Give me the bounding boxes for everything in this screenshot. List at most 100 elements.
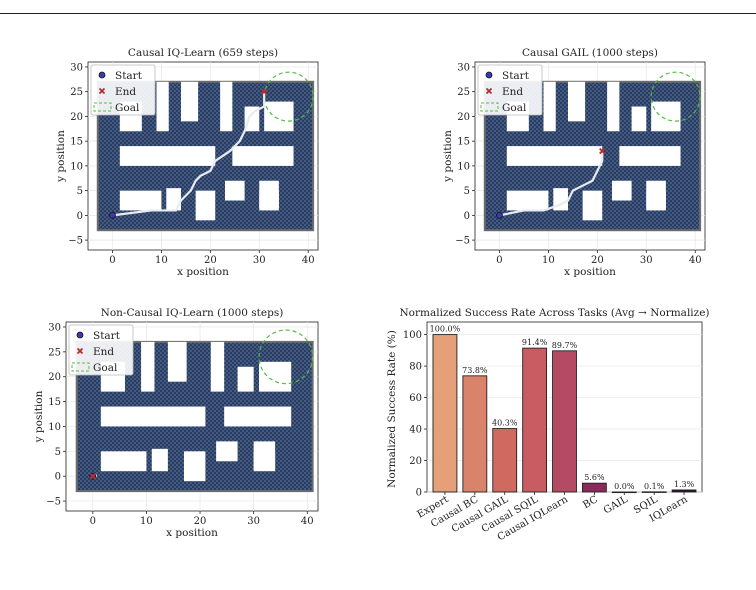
legend-goal-marker [480,102,499,112]
y-tick-label: 0 [55,472,61,483]
bar-value-label: 0.1% [644,482,665,491]
maze-corridor [506,146,603,166]
y-tick-label: 15 [457,137,470,148]
maze-corridor [631,106,647,132]
y-tick-label: 10 [70,161,83,172]
x-tick-label: GAIL [602,494,630,517]
maze-corridor [183,451,206,482]
bar-value-label: 89.7% [552,341,578,350]
x-tick-label: 0 [496,255,502,266]
legend-start-marker [98,71,106,79]
legend-goal-marker [71,362,90,372]
legend-end-marker [98,87,106,95]
maze-corridor [167,341,187,382]
y-tick-label: 20 [409,456,422,467]
y-tick-label: 0 [416,488,422,499]
x-tick-label: 20 [194,516,207,527]
y-tick-label: 5 [464,186,470,197]
y-axis-label: y position [442,130,454,183]
maze-corridor [259,180,279,208]
x-axis-label: x position [177,266,229,278]
legend-end-label: End [93,346,114,358]
y-tick-label: 15 [70,137,83,148]
bar-value-label: 1.3% [674,480,695,489]
legend-goal-marker [93,102,112,112]
maze-corridor [119,146,216,166]
maze-corridor [253,441,276,469]
bar-value-label: 73.8% [462,366,488,375]
legend-goal-label: Goal [502,102,527,114]
bar [522,347,548,493]
bar [581,482,607,493]
y-tick-label: 0 [464,211,470,222]
start-marker [109,211,116,219]
bar [432,334,458,493]
y-tick-label: 25 [48,347,61,358]
bar-value-label: 91.4% [522,338,548,347]
legend-start-label: Start [502,70,530,82]
end-marker [261,88,268,95]
legend-start-marker [485,71,493,79]
y-tick-label: 10 [48,422,61,433]
x-tick-label: 30 [253,255,266,266]
maze-corridor [100,451,147,472]
y-tick-label: −5 [455,236,470,247]
maze-corridor [264,101,294,132]
y-tick-label: 100 [403,330,422,341]
chart-title: Normalized Success Rate Across Tasks (Av… [399,307,709,319]
x-tick-label: 30 [247,516,260,527]
y-tick-label: 25 [70,87,83,98]
maze-corridor [607,81,620,132]
y-tick-label: −5 [68,236,83,247]
x-tick-label: 30 [640,255,653,266]
y-tick-label: 30 [457,62,470,73]
maze-corridor [582,190,603,221]
bar [552,350,577,493]
y-tick-label: 20 [457,112,470,123]
maze-corridor [506,190,549,211]
page-top-rule [0,13,756,14]
maze-panel-causal-iqlearn: 0 10 20 30 40 −5 0 5 10 15 20 25 30 Causal IQ-Learn (… [55,47,319,278]
x-tick-label: 10 [542,255,555,266]
trajectory-line [499,151,604,217]
maze-corridor [220,81,233,132]
y-tick-label: 20 [48,372,61,383]
maze-corridor [567,81,586,122]
legend-start-marker [76,331,84,339]
maze-corridor [646,180,666,208]
bar [671,489,697,493]
bar-value-label: 100.0% [430,325,461,334]
goal-circle [650,71,701,122]
legend-end-marker [76,347,84,355]
maze-corridor [166,188,181,211]
panel-title: Non-Causal IQ-Learn (1000 steps) [101,307,284,319]
bar [462,375,488,493]
maze-corridor [259,361,292,392]
y-tick-label: 30 [48,322,61,333]
maze-corridor [216,441,238,462]
end-marker [599,147,606,155]
y-tick-label: 5 [55,447,61,458]
y-axis-label: Normalized Success Rate (%) [386,330,398,488]
y-tick-label: −5 [46,497,61,508]
bar-value-label: 0.0% [614,482,635,491]
x-tick-label: 0 [90,516,96,527]
legend-goal-label: Goal [115,102,140,114]
maze-corridor [141,341,155,392]
y-tick-label: 15 [48,397,61,408]
trajectory-line [112,91,266,217]
x-tick-label: 0 [109,255,115,266]
y-tick-label: 80 [409,362,422,373]
maze-corridor [210,341,225,392]
goal-circle [263,71,314,122]
y-tick-label: 0 [77,211,83,222]
maze-corridor [612,180,632,201]
panel-title: Causal GAIL (1000 steps) [522,47,658,59]
maze-corridor [195,190,216,221]
maze-corridor [119,190,162,211]
panel-title: Causal IQ-Learn (659 steps) [128,47,278,59]
y-tick-label: 20 [70,112,83,123]
legend-end-marker [485,87,493,95]
x-tick-label: 20 [204,255,217,266]
